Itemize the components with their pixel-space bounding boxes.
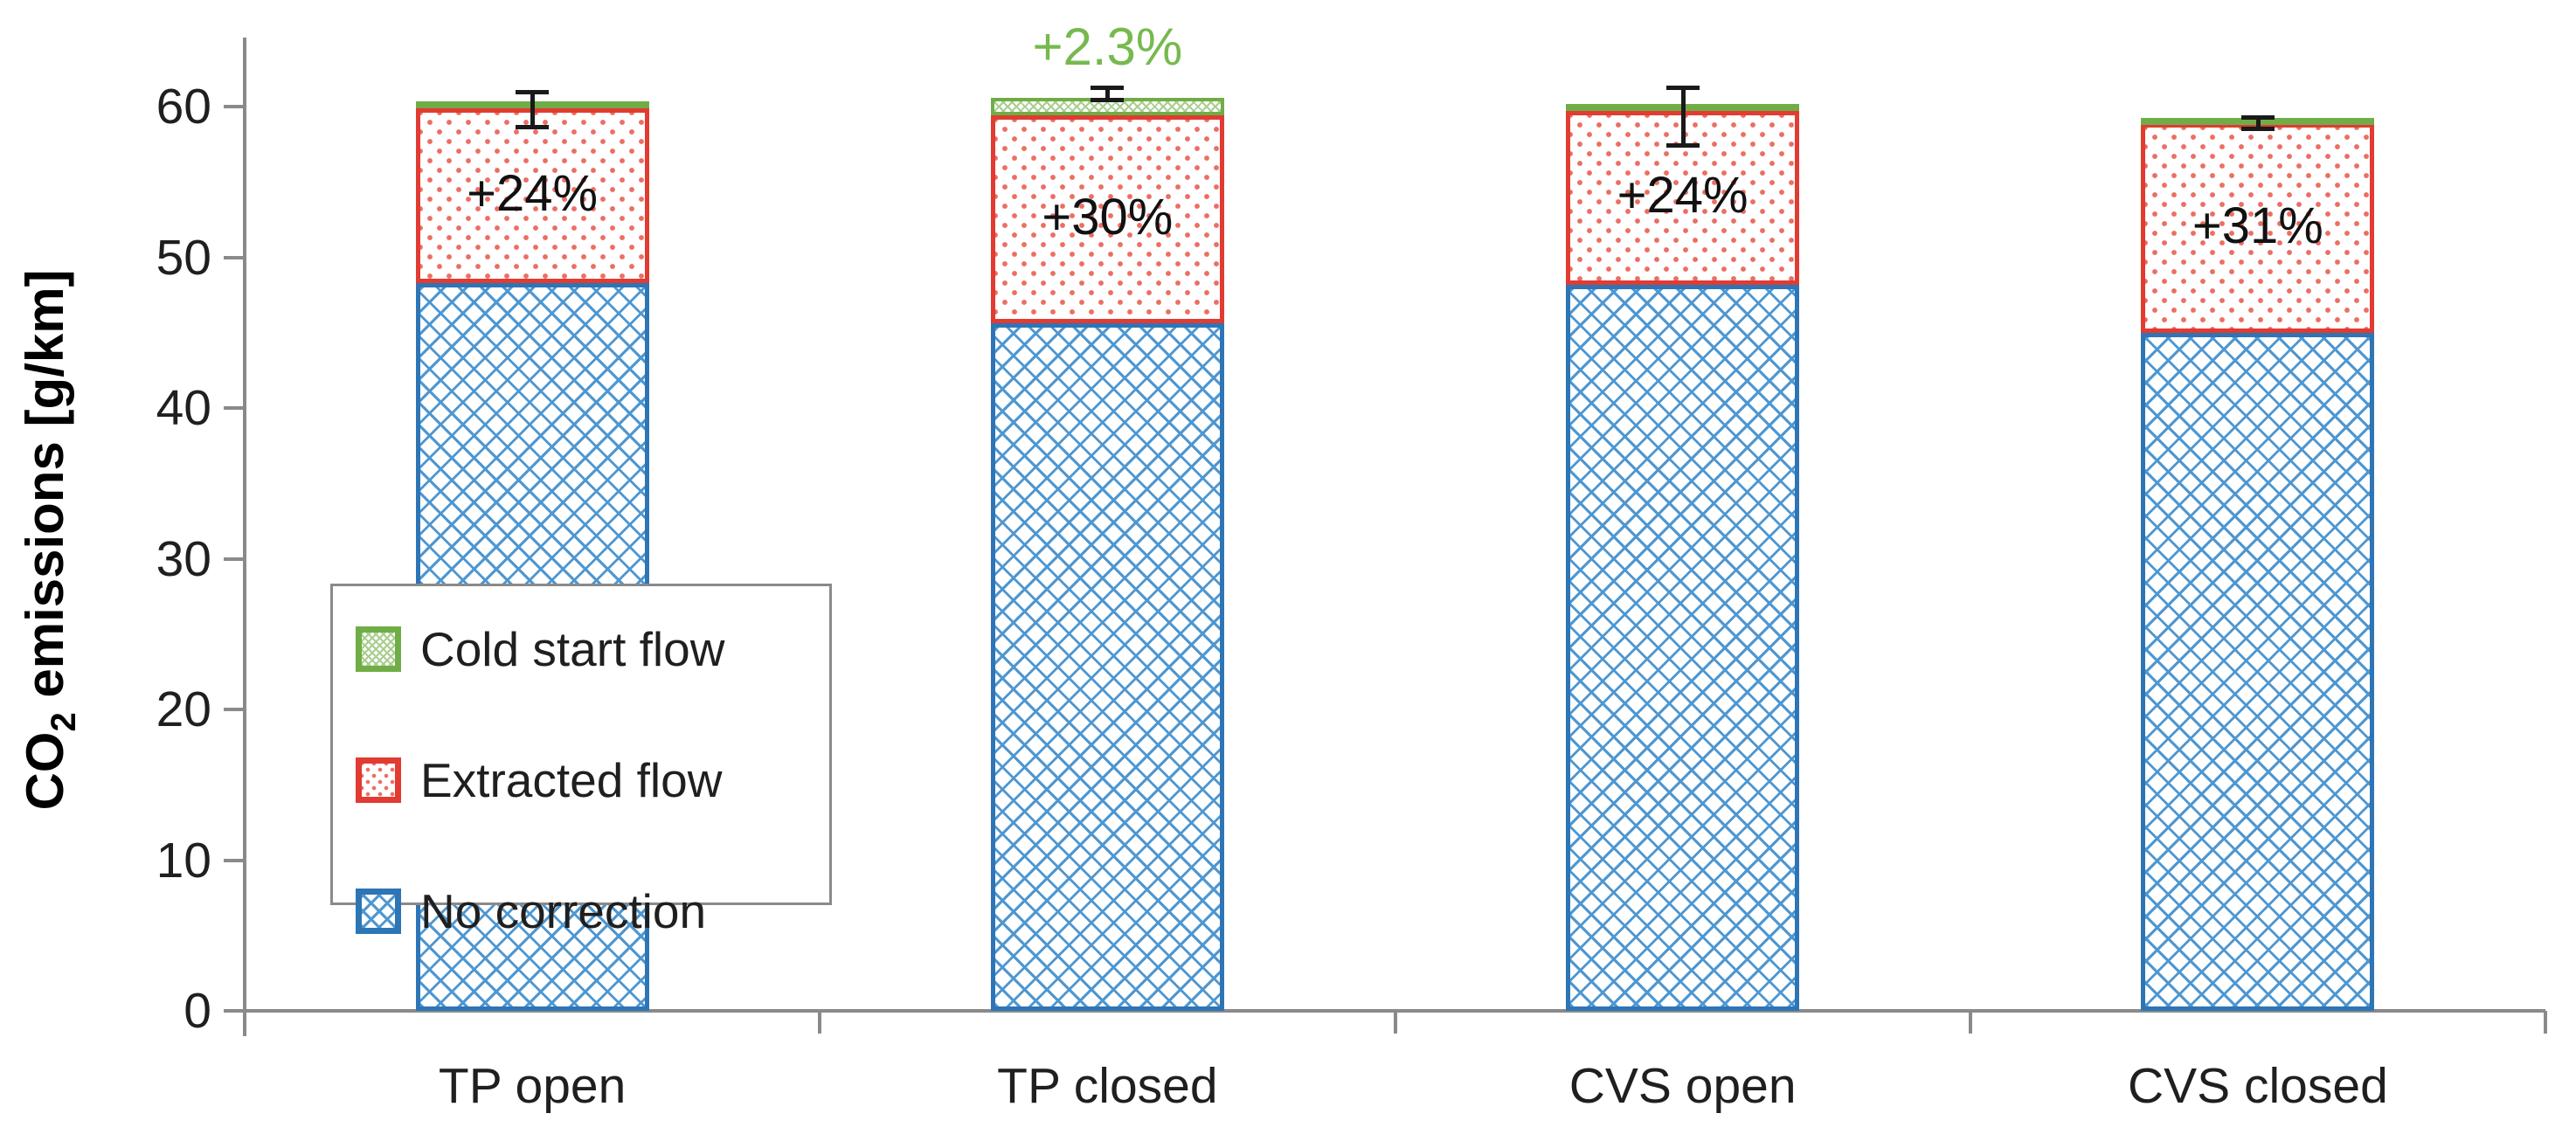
y-tick-label: 0 [184, 983, 211, 1039]
error-bar-line [530, 90, 536, 129]
x-label-tp-closed: TP closed [997, 1058, 1218, 1114]
error-bar-cap [1665, 85, 1700, 90]
legend-label-no-correction: No correction [420, 884, 707, 938]
error-bar-line [2255, 115, 2261, 131]
x-label-tp-open: TP open [438, 1058, 627, 1114]
y-tick-label: 60 [156, 79, 211, 135]
bar-segment-no-correction [990, 323, 1224, 1011]
bar-percent-label: +31% [2192, 197, 2323, 254]
y-tick-label: 30 [156, 530, 211, 587]
y-axis-line [243, 38, 246, 1036]
bar-segment-extracted-flow [2141, 122, 2375, 333]
legend-item-cold-start-flow: Cold start flow [356, 621, 829, 677]
legend-label-cold-start-flow: Cold start flow [420, 622, 725, 676]
y-axis-title-prefix: CO [16, 731, 74, 811]
y-tick-label: 50 [156, 229, 211, 286]
legend-item-no-correction: No correction [356, 883, 829, 939]
error-bar-cap [2240, 115, 2275, 121]
x-label-cvs-open: CVS open [1568, 1058, 1797, 1114]
error-bar-cap [516, 124, 550, 129]
error-bar [516, 90, 550, 129]
y-tick-mark [224, 105, 245, 108]
no-correction-swatch-icon [356, 889, 401, 934]
y-tick-label: 10 [156, 832, 211, 889]
y-tick-mark [224, 406, 245, 410]
legend-label-extracted-flow: Extracted flow [420, 753, 723, 807]
error-bar-cap [516, 90, 550, 95]
bar-percent-label: +24% [467, 164, 599, 222]
y-tick-mark [224, 557, 245, 561]
y-tick-mark [224, 708, 245, 711]
y-tick-mark [224, 1009, 245, 1013]
y-axis-title-suffix: emissions [g/km] [16, 269, 74, 713]
bar-segment-extracted-flow [415, 107, 649, 283]
legend-item-extracted-flow: Extracted flow [356, 752, 829, 808]
error-bar [2240, 115, 2275, 131]
error-bar-line [1105, 85, 1111, 102]
x-tick-mark [1393, 1011, 1397, 1034]
y-tick-label: 20 [156, 681, 211, 737]
error-bar-cap [1665, 142, 1700, 148]
error-bar [1665, 85, 1700, 148]
bar-percent-label: +30% [1042, 189, 1174, 246]
legend: Cold start flow Extracted flow No correc… [330, 584, 832, 938]
x-label-cvs-closed: CVS closed [2127, 1058, 2388, 1114]
y-axis-title: CO2 emissions [g/km] [13, 125, 83, 955]
bar-percent-label: +24% [1617, 167, 1748, 225]
y-tick-mark [224, 858, 245, 862]
bar-segment-no-correction [2141, 332, 2375, 1011]
bar-segment-no-correction [1566, 284, 1800, 1011]
extracted-flow-swatch-icon [356, 757, 401, 803]
bar-segment-extracted-flow [990, 115, 1224, 324]
x-tick-mark [2544, 1011, 2547, 1034]
error-bar-line [1680, 85, 1686, 148]
y-tick-mark [224, 255, 245, 259]
error-bar-cap [1091, 85, 1125, 90]
y-tick-label: 40 [156, 380, 211, 436]
error-bar-cap [2240, 126, 2275, 131]
x-tick-mark [818, 1011, 822, 1034]
error-bar [1091, 85, 1125, 102]
error-bar-cap [1091, 97, 1125, 102]
x-tick-mark [1968, 1011, 1972, 1034]
cold-start-annotation: +2.3% [1032, 17, 1183, 76]
cold-start-flow-swatch-icon [356, 626, 401, 672]
